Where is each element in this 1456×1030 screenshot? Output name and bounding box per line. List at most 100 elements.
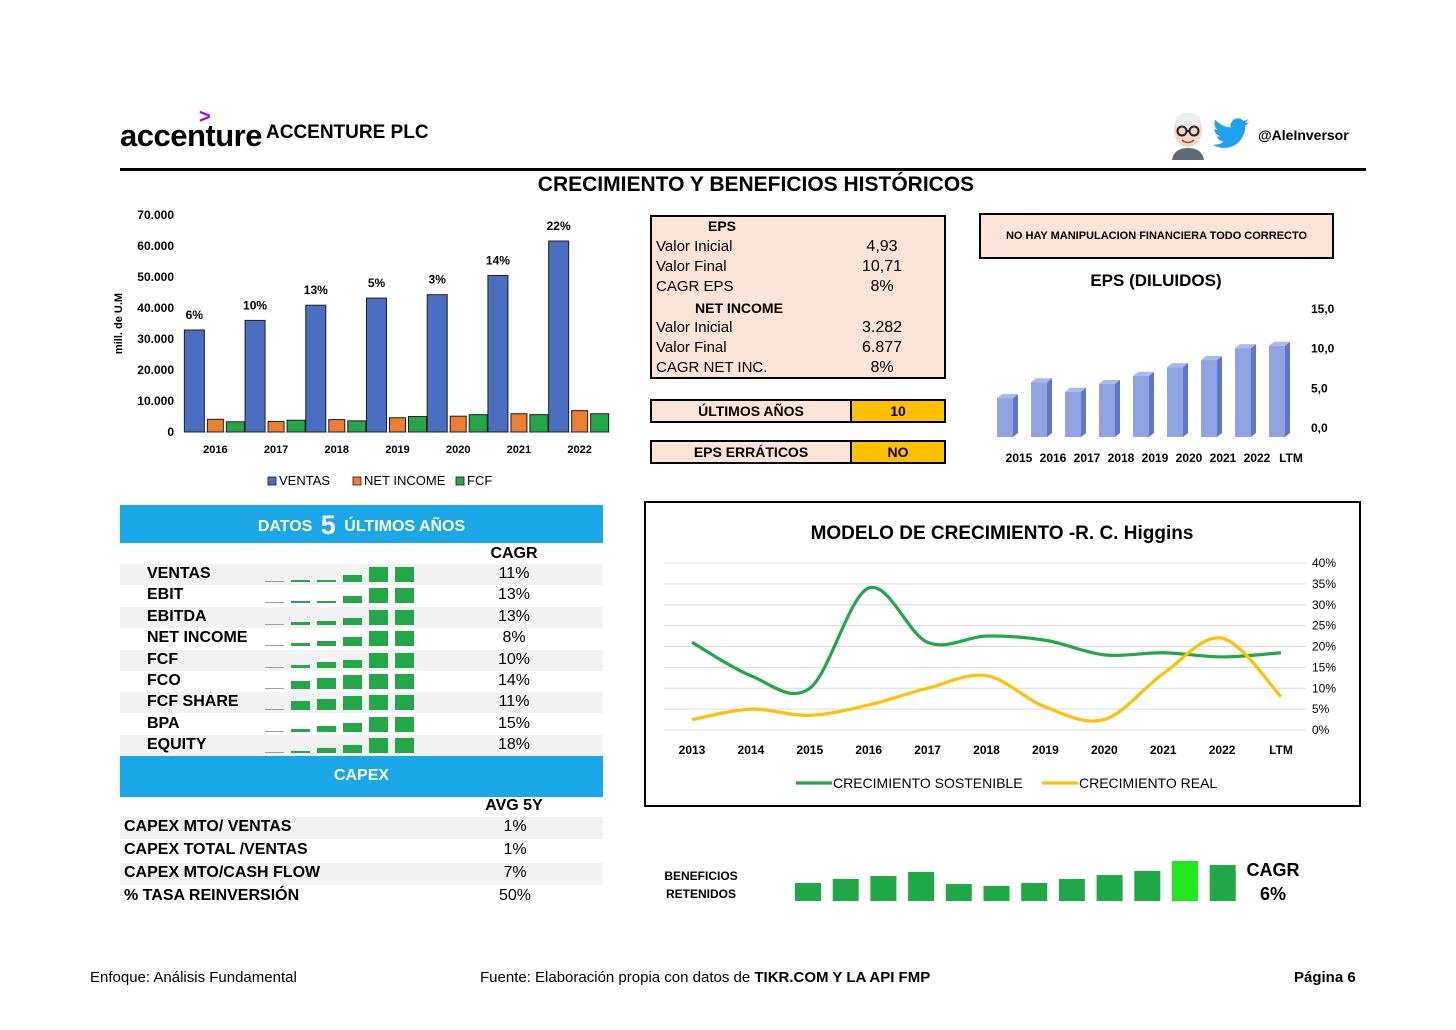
sparkbar [265, 645, 284, 647]
eps-bar-top [1201, 356, 1222, 361]
sparkbar [291, 665, 310, 668]
legend-label: CRECIMIENTO REAL [1079, 775, 1217, 791]
datos-row-label: VENTAS [147, 565, 211, 582]
sparkbar [369, 674, 388, 689]
eps-bar-side [1081, 387, 1086, 437]
eps-bar [1269, 345, 1285, 437]
sparkbar [265, 752, 284, 754]
eps-bar-top [1133, 371, 1154, 376]
datos-row-label: FCF [147, 650, 179, 668]
datos-row-value: 13% [497, 586, 531, 604]
footer-source-bold: TIKR.COM Y LA API FMP [754, 969, 931, 986]
sparkbar [291, 622, 310, 625]
datos-row-value: 15% [497, 714, 531, 732]
capex-row: % TASA REINVERSIÓN 50% [120, 886, 603, 908]
eps-row-label: Valor Inicial [656, 238, 733, 255]
eps-row-value: 4,93 [866, 238, 898, 255]
datos-row-label: BPA [147, 714, 180, 732]
sparkbar [369, 652, 388, 668]
growth-label: 13% [304, 283, 328, 297]
sparkbar [369, 631, 388, 647]
y-tick-label: 10.000 [137, 394, 174, 408]
datos-sparkbars [265, 735, 425, 756]
datos-row: FCO 14% [120, 671, 603, 692]
eps-y-tick: 15,0 [1311, 302, 1335, 316]
growth-label: 10% [243, 298, 267, 312]
sparkbar [395, 674, 414, 689]
sparkbar [343, 659, 362, 668]
retained-bar [945, 884, 972, 901]
retained-bar [1058, 879, 1085, 901]
higgins-x-tick: 2017 [914, 743, 941, 757]
datos-header: DATOS 5 ÚLTIMOS AÑOS [120, 505, 603, 543]
bar-net-income [206, 418, 224, 433]
eps-bar [1031, 382, 1047, 437]
higgins-y-tick: 5% [1312, 702, 1330, 716]
higgins-x-tick: 2013 [679, 743, 706, 757]
eps-bar [1133, 375, 1149, 437]
eps-x-tick: 2018 [1108, 451, 1135, 465]
legend-label: NET INCOME [364, 473, 446, 488]
eps-bar [1099, 383, 1115, 437]
sparkbar [265, 688, 284, 689]
eps-x-tick: 2019 [1142, 451, 1169, 465]
company-name: ACCENTURE PLC [266, 122, 429, 143]
sparkbar [395, 631, 414, 647]
x-tick-label: 2020 [446, 444, 470, 456]
revenue-bar-chart: 0 10.000 20.000 30.000 40.000 50.000 60.000 70.… [113, 208, 610, 488]
ultimos-anos-label: ÚLTIMOS AÑOS [698, 403, 804, 419]
sparkbar [369, 716, 388, 732]
datos-row-value: 14% [497, 672, 531, 689]
higgins-y-tick: 40% [1312, 556, 1336, 570]
sparkbar [343, 675, 362, 689]
x-tick-label: 2022 [567, 444, 591, 456]
sparkbar [395, 609, 414, 625]
bar-net-income [449, 415, 467, 433]
retained-bar [1209, 865, 1236, 901]
capex-row-label: CAPEX TOTAL /VENTAS [124, 841, 308, 858]
higgins-x-tick: 2020 [1091, 743, 1118, 757]
eps-erraticos-label: EPS ERRÁTICOS [693, 444, 809, 460]
series-line-real [691, 636, 1283, 723]
sparkbar [317, 579, 336, 582]
eps-diluted-chart: EPS (DILUIDOS) 0,0 5,0 10,0 15,0 2015 2016 2017… [997, 271, 1335, 465]
retained-bar [1134, 871, 1161, 901]
eps-x-tick: 2015 [1006, 451, 1033, 465]
capex-row-label: CAPEX MTO/CASH FLOW [124, 864, 321, 881]
growth-label: 3% [429, 273, 447, 287]
capex-row-value: 50% [498, 887, 532, 904]
higgins-y-tick: 30% [1312, 598, 1336, 612]
sparkbar [291, 642, 310, 647]
datos-row-label: NET INCOME [147, 629, 248, 647]
ni-row-value: 8% [870, 359, 894, 376]
footer-source: Fuente: Elaboración propia con datos de … [480, 969, 930, 986]
capex-row-label: CAPEX MTO/ VENTAS [124, 818, 292, 835]
sparkbar [343, 696, 362, 711]
bar-ventas [426, 294, 448, 433]
eps-bar-side [1013, 394, 1018, 437]
retained-bar [908, 872, 935, 901]
eps-bar-top [1031, 378, 1052, 383]
growth-label: 6% [186, 308, 204, 322]
x-tick-label: 2021 [507, 444, 531, 456]
datos-row-value: 10% [497, 650, 531, 668]
growth-label: 14% [486, 253, 510, 267]
bar-fcf [590, 413, 610, 433]
datos-row-value: 8% [502, 629, 526, 647]
higgins-y-tick: 10% [1312, 681, 1336, 695]
datos-row: EBIT 13% [120, 585, 603, 606]
capex-row: CAPEX MTO/CASH FLOW 7% [120, 863, 603, 885]
higgins-x-tick: 2016 [855, 743, 882, 757]
eps-bar-side [1047, 378, 1052, 437]
avg-5y-column-header: AVG 5Y [485, 797, 543, 814]
manipulation-note: NO HAY MANIPULACION FINANCIERA TODO CORR… [979, 213, 1334, 259]
sparkbar [265, 730, 284, 732]
eps-x-tick: 2021 [1210, 451, 1237, 465]
sparkbar [395, 652, 414, 668]
higgins-title: MODELO DE CRECIMIENTO -R. C. Higgins [811, 523, 1194, 544]
eps-y-tick: 10,0 [1311, 342, 1335, 356]
retained-title-line1: BENEFICIOS [664, 869, 737, 883]
sparkbar [291, 750, 310, 754]
capex-header: CAPEX [120, 756, 603, 797]
datos-title-number: 5 [320, 510, 336, 540]
